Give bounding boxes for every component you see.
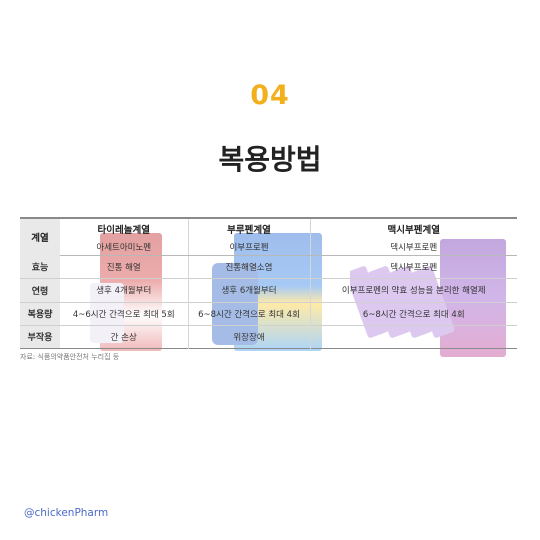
table-cell: 간 손상 — [110, 332, 137, 343]
table-cell: 생후 6개월부터 — [187, 278, 310, 302]
header-brufen: 부루펜계열 — [187, 217, 310, 238]
table-cell — [309, 325, 517, 349]
table-cell: 6~8시간 간격으로 최대 4회 — [309, 302, 517, 326]
table-cell: 덱시부프로펜 — [309, 255, 517, 279]
table-cell: 4~6시간 간격으로 최대 5회 — [72, 309, 175, 320]
ingredient-tylenol: 아세트아미노펜 — [60, 238, 188, 256]
author-handle: @chickenPharm — [24, 507, 109, 519]
section-title: 복용방법 — [218, 143, 322, 176]
table-row: 효능 진통 해열 진통해열소염 덱시부프로펜 — [20, 255, 517, 279]
row-label-dosage: 복용량 — [20, 302, 60, 326]
table-cell: 6~8시간 간격으로 최대 4회 — [187, 302, 310, 326]
table-cell: 진통 해열 — [106, 263, 141, 274]
table-row: 연령 생후 4개월부터 생후 6개월부터 이부프로펜의 약효 성능을 분리한 해… — [20, 278, 517, 302]
table-row: 부작용 간 손상 위장장애 — [20, 325, 517, 349]
table-cell: 생후 4개월부터 — [96, 286, 152, 297]
row-label-age: 연령 — [20, 278, 60, 302]
row-label-side-effects: 부작용 — [20, 325, 60, 349]
ingredient-brufen: 이부프로펜 — [187, 238, 310, 256]
table-cell: 위장장애 — [187, 325, 310, 349]
header-tylenol: 타이레놀계열 — [60, 217, 188, 238]
table-cell: 이부프로펜의 약효 성능을 분리한 해열제 — [309, 278, 517, 302]
dosage-table: 계열 타이레놀계열 부루펜계열 맥시부펜계열 아세트아미노펜 이부프로펜 덱시부… — [20, 217, 517, 349]
row-label-efficacy: 효능 — [20, 255, 60, 279]
table-cell: 진통해열소염 — [187, 255, 310, 279]
source-note: 자료: 식품의약품안전처 누리집 등 — [20, 353, 120, 361]
section-number: 04 — [250, 80, 290, 111]
dosage-table-area: 계열 타이레놀계열 부루펜계열 맥시부펜계열 아세트아미노펜 이부프로펜 덱시부… — [20, 217, 517, 367]
header-category: 계열 — [20, 217, 60, 256]
ingredient-maxibufen: 덱시부프로펜 — [309, 238, 517, 256]
table-row: 복용량 4~6시간 간격으로 최대 5회 6~8시간 간격으로 최대 4회 6~… — [20, 302, 517, 326]
header-maxibufen: 맥시부펜계열 — [309, 217, 517, 238]
